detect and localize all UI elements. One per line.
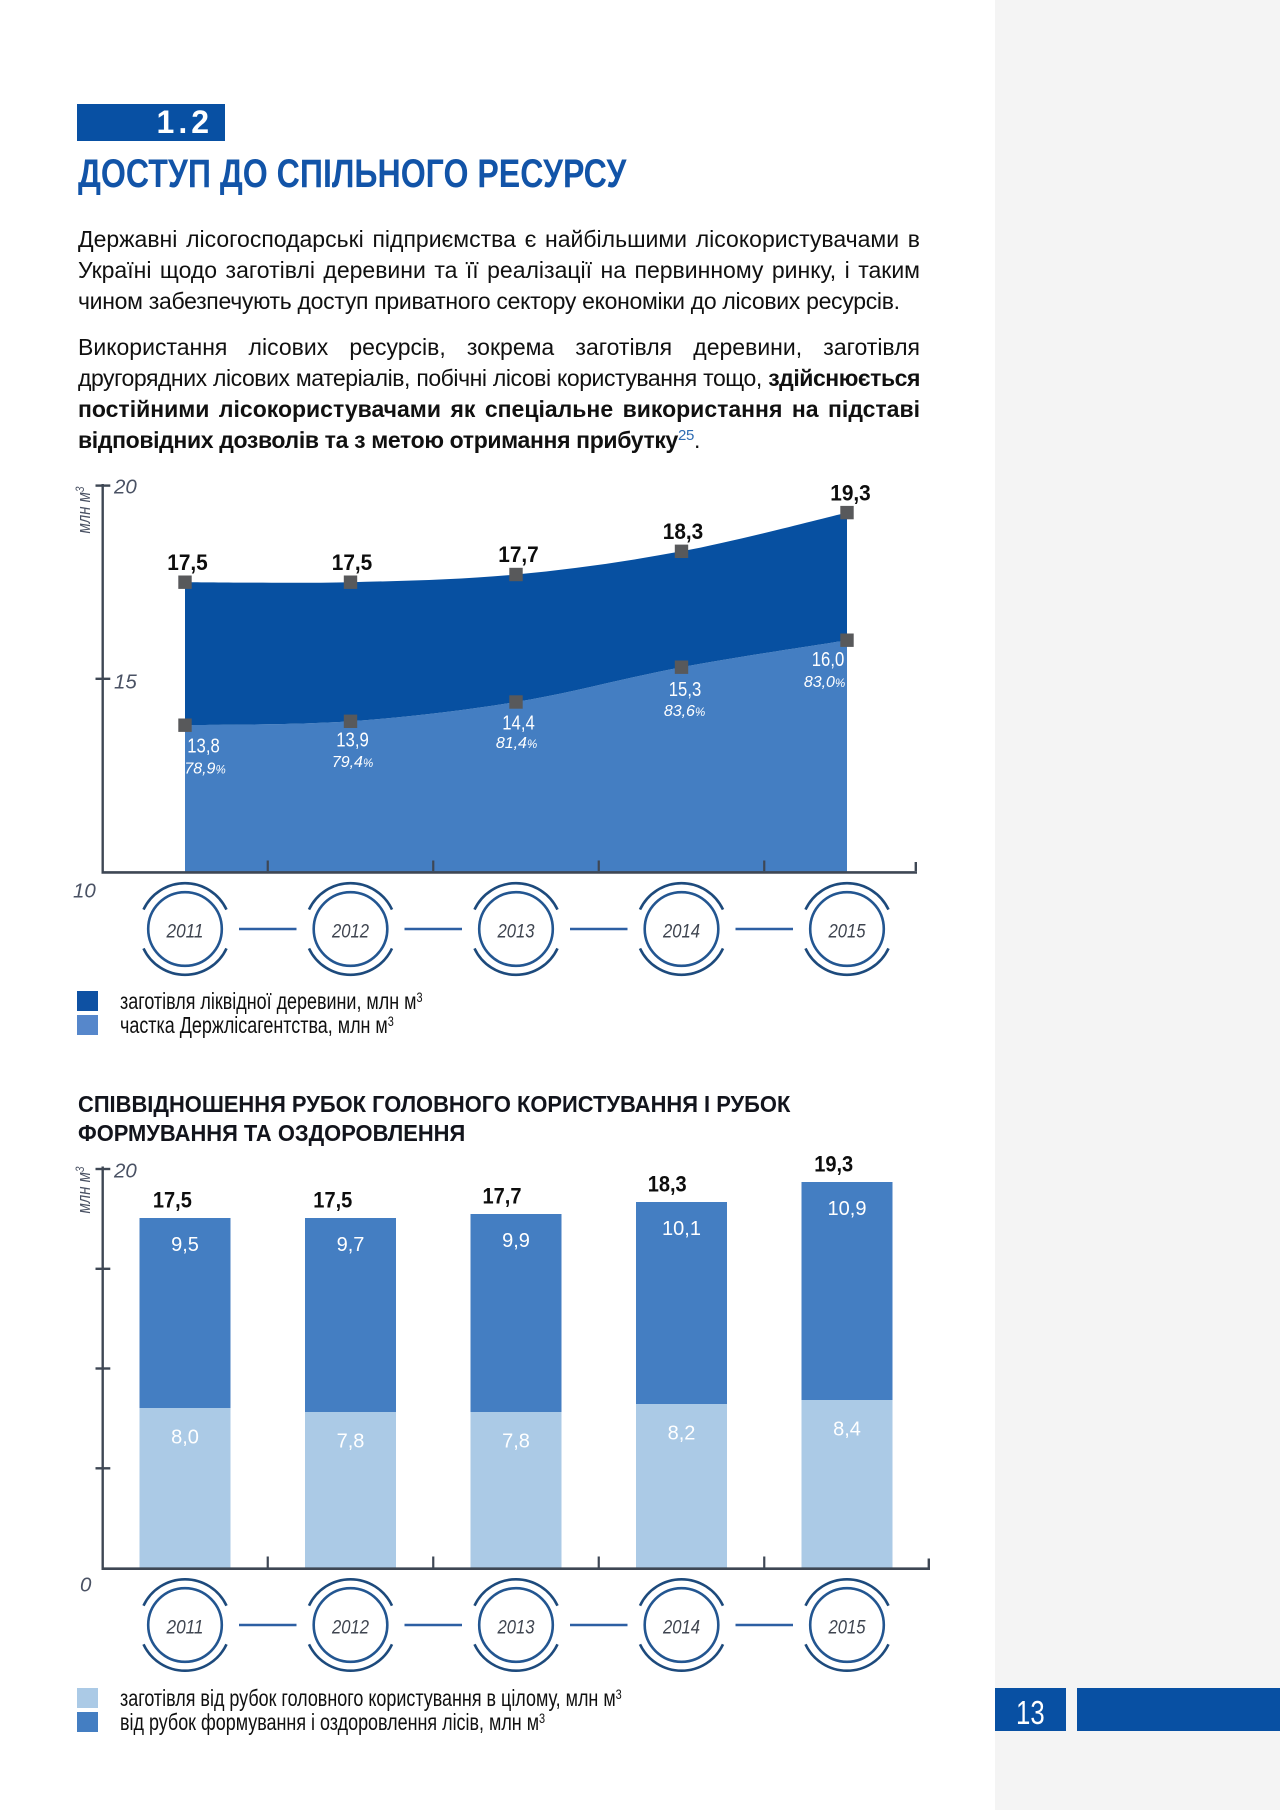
svg-text:17,5: 17,5 (332, 550, 373, 575)
svg-text:10: 10 (73, 880, 96, 903)
svg-text:2014: 2014 (662, 1617, 700, 1639)
svg-text:17,7: 17,7 (483, 1184, 522, 1209)
svg-text:18,3: 18,3 (648, 1172, 687, 1197)
svg-text:0: 0 (80, 1574, 92, 1597)
svg-text:10,1: 10,1 (662, 1218, 701, 1240)
svg-text:20: 20 (113, 1160, 137, 1183)
svg-text:19,3: 19,3 (830, 480, 871, 505)
svg-text:19,3: 19,3 (814, 1152, 853, 1177)
svg-text:16,0: 16,0 (812, 649, 845, 671)
svg-text:79,4%: 79,4% (332, 754, 373, 771)
svg-text:2012: 2012 (331, 1617, 369, 1639)
svg-text:17,5: 17,5 (167, 550, 208, 575)
svg-text:2015: 2015 (828, 921, 866, 943)
svg-text:81,4%: 81,4% (496, 735, 537, 752)
svg-text:15: 15 (114, 671, 137, 694)
svg-text:млн м3: млн м3 (73, 1166, 94, 1213)
svg-text:78,9%: 78,9% (184, 761, 225, 778)
svg-text:15,3: 15,3 (669, 679, 702, 701)
svg-text:83,0%: 83,0% (804, 674, 845, 691)
svg-text:8,0: 8,0 (171, 1427, 199, 1449)
svg-text:14,4: 14,4 (502, 713, 535, 735)
svg-text:20: 20 (113, 476, 137, 499)
svg-text:9,9: 9,9 (502, 1230, 530, 1252)
svg-text:83,6%: 83,6% (664, 703, 705, 720)
svg-text:2012: 2012 (331, 921, 369, 943)
svg-text:9,5: 9,5 (171, 1234, 199, 1256)
svg-text:2011: 2011 (166, 1617, 204, 1639)
svg-text:2013: 2013 (497, 1617, 535, 1639)
svg-text:17,7: 17,7 (498, 542, 539, 567)
svg-text:8,4: 8,4 (833, 1419, 861, 1441)
svg-text:2014: 2014 (662, 921, 700, 943)
svg-text:10,9: 10,9 (828, 1198, 867, 1220)
svg-text:13,9: 13,9 (336, 730, 369, 752)
svg-text:18,3: 18,3 (663, 519, 704, 544)
svg-text:8,2: 8,2 (668, 1423, 696, 1445)
svg-text:2015: 2015 (828, 1617, 866, 1639)
svg-text:7,8: 7,8 (502, 1431, 530, 1453)
svg-text:2011: 2011 (166, 921, 204, 943)
svg-text:17,5: 17,5 (153, 1188, 192, 1213)
svg-text:2013: 2013 (497, 921, 535, 943)
svg-text:13,8: 13,8 (187, 736, 220, 758)
svg-text:17,5: 17,5 (313, 1188, 352, 1213)
svg-text:млн м3: млн м3 (73, 486, 94, 533)
svg-text:7,8: 7,8 (337, 1431, 365, 1453)
svg-text:9,7: 9,7 (337, 1234, 365, 1256)
